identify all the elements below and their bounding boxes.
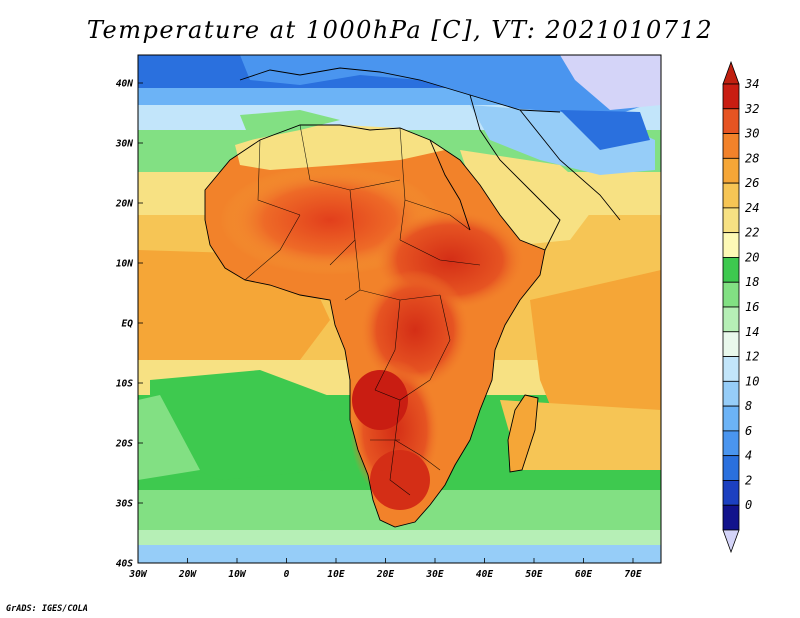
axis-ticks: 30W 20W 10W 0 10E 20E 30E 40E 50E 60E 70E 40N 30N 20N…: [115, 79, 642, 581]
y-tick-label: 20S: [115, 439, 133, 450]
grads-credit: GrADS: IGES/COLA: [6, 604, 88, 614]
x-tick-label: 0: [284, 569, 290, 580]
y-tick-label: 10S: [116, 379, 133, 390]
ocean-band-far-south: [138, 545, 661, 563]
colorbar-level-label: 26: [745, 176, 759, 190]
x-tick-label: 20E: [376, 569, 394, 580]
y-tick-label: 10N: [116, 259, 133, 270]
colorbar-swatch: [722, 182, 740, 209]
colorbar-level-label: 2: [745, 473, 752, 487]
colorbar-level-label: 8: [745, 399, 752, 413]
colorbar-level-label: 12: [745, 350, 759, 364]
x-tick-label: 20W: [178, 569, 197, 580]
x-tick-label: 40E: [476, 569, 493, 580]
colorbar-level-label: 22: [745, 226, 759, 240]
asia-very-cold: [560, 55, 661, 110]
x-tick-label: 10E: [327, 569, 344, 580]
colorbar-swatch: [722, 331, 740, 357]
colorbar-level-label: 14: [745, 325, 759, 339]
y-tick-label: 30S: [115, 499, 133, 510]
colorbar-swatch: [722, 306, 740, 333]
colorbar-swatch: [722, 108, 740, 134]
angola-hot: [352, 370, 408, 430]
iran-cold: [560, 110, 650, 150]
madagascar: [508, 395, 538, 472]
south-atlantic-mild: [138, 395, 200, 480]
colorbar-level-label: 30: [744, 127, 759, 141]
colorbar-swatch: [722, 281, 740, 308]
colorbar-swatch: [722, 83, 740, 110]
colorbar-swatch: [722, 133, 740, 159]
colorbar-level-label: 20: [745, 250, 759, 264]
north-africa-coast: [235, 125, 445, 170]
indian-ocean-south-warm: [500, 400, 661, 470]
colorbar-swatch: [722, 232, 740, 258]
colorbar-level-label: 0: [745, 498, 752, 512]
y-tick-label: 30N: [115, 139, 133, 150]
colorbar-level-label: 10: [745, 374, 759, 388]
y-tick-label: 40N: [116, 79, 133, 90]
x-tick-label: 60E: [575, 569, 592, 580]
x-tick-label: 30W: [128, 569, 147, 580]
x-tick-label: 70E: [624, 569, 641, 580]
map-title: Temperature at 1000hPa [C], VT: 20210107…: [86, 16, 714, 44]
colorbar-over-triangle: [722, 60, 740, 85]
atlantic-cool-pool: [150, 370, 340, 480]
colorbar-swatch: [722, 430, 740, 457]
colorbar-swatch: [722, 504, 740, 531]
colorbar-level-label: 16: [745, 300, 759, 314]
y-tick-label: 20N: [115, 199, 133, 210]
colorbar-under-triangle: [722, 529, 740, 554]
colorbar-level-label: 18: [745, 275, 759, 289]
colorbar-level-label: 28: [745, 151, 759, 165]
colorbar-level-label: 24: [745, 201, 759, 215]
colorbar-level-label: 4: [745, 449, 752, 463]
colorbar-swatch: [722, 455, 740, 481]
x-tick-label: 10W: [228, 569, 246, 580]
kalahari-hot: [370, 450, 430, 510]
indian-ocean-warm: [530, 270, 661, 430]
colorbar-swatch: [722, 157, 740, 184]
coastline-outline: [204, 67, 621, 528]
colorbar-swatch: [722, 356, 740, 382]
y-tick-label: EQ: [122, 319, 134, 330]
x-tick-label: 50E: [525, 569, 542, 580]
country-borders: [244, 124, 481, 496]
colorbar-level-label: 6: [745, 424, 752, 438]
colorbar-swatch: [722, 207, 740, 234]
y-tick-label: 40S: [116, 559, 133, 570]
plot-frame: [137, 54, 662, 564]
colorbar-swatch: [722, 257, 740, 283]
colorbar-level-label: 34: [744, 77, 759, 91]
x-tick-label: 30E: [425, 569, 443, 580]
map-plot-area: [138, 55, 661, 563]
central-africa-hot: [360, 270, 470, 390]
colorbar-level-label: 32: [744, 102, 759, 116]
colorbar-swatch: [722, 480, 740, 506]
colorbar-swatch: [722, 405, 740, 432]
maghreb-mild: [240, 110, 340, 140]
colorbar-swatch: [722, 380, 740, 407]
europe-cold: [240, 55, 661, 120]
